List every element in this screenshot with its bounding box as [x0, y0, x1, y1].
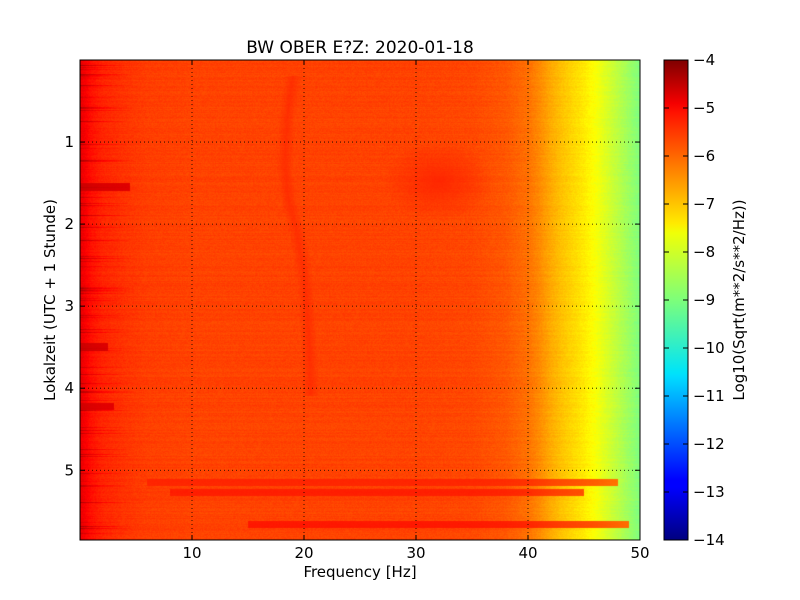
y-tick-label: 5 — [64, 461, 74, 479]
colorbar-tick-label: −8 — [693, 243, 715, 261]
colorbar-tick-label: −7 — [693, 195, 715, 213]
colorbar-tick-label: −12 — [693, 435, 725, 453]
x-tick-label: 40 — [518, 544, 537, 562]
colorbar-tick-label: −14 — [693, 531, 725, 549]
colorbar-label: Log10(Sqrt(m**2/s**2/Hz)) — [730, 199, 748, 400]
colorbar-tick-label: −13 — [693, 483, 725, 501]
x-axis: 10 20 30 40 50 — [182, 60, 650, 562]
colorbar-tick-label: −10 — [693, 339, 725, 357]
y-tick-label: 1 — [64, 133, 74, 151]
colorbar-axis: −4 −5 −6 −7 −8 −9 −10 −11 −12 −13 −14 — [664, 51, 725, 549]
colorbar-tick-label: −5 — [693, 99, 715, 117]
y-tick-label: 4 — [64, 379, 74, 397]
colorbar-tick-label: −11 — [693, 387, 725, 405]
x-tick-label: 20 — [294, 544, 313, 562]
x-tick-label: 10 — [182, 544, 201, 562]
chart-title: BW OBER E?Z: 2020-01-18 — [246, 38, 474, 58]
colorbar-tick-label: −6 — [693, 147, 715, 165]
plot-frame — [79, 59, 641, 541]
colorbar-tick-label: −9 — [693, 291, 715, 309]
y-tick-label: 2 — [64, 215, 74, 233]
y-axis: 1 2 3 4 5 — [64, 133, 640, 479]
y-axis-label: Lokalzeit (UTC + 1 Stunde) — [41, 199, 59, 401]
x-tick-label: 30 — [406, 544, 425, 562]
spectrogram-image — [80, 60, 640, 540]
x-axis-label: Frequency [Hz] — [303, 563, 416, 581]
grid-lines — [80, 60, 640, 540]
colorbar-tick-label: −4 — [693, 51, 715, 69]
x-tick-label: 50 — [630, 544, 649, 562]
y-tick-label: 3 — [64, 297, 74, 315]
